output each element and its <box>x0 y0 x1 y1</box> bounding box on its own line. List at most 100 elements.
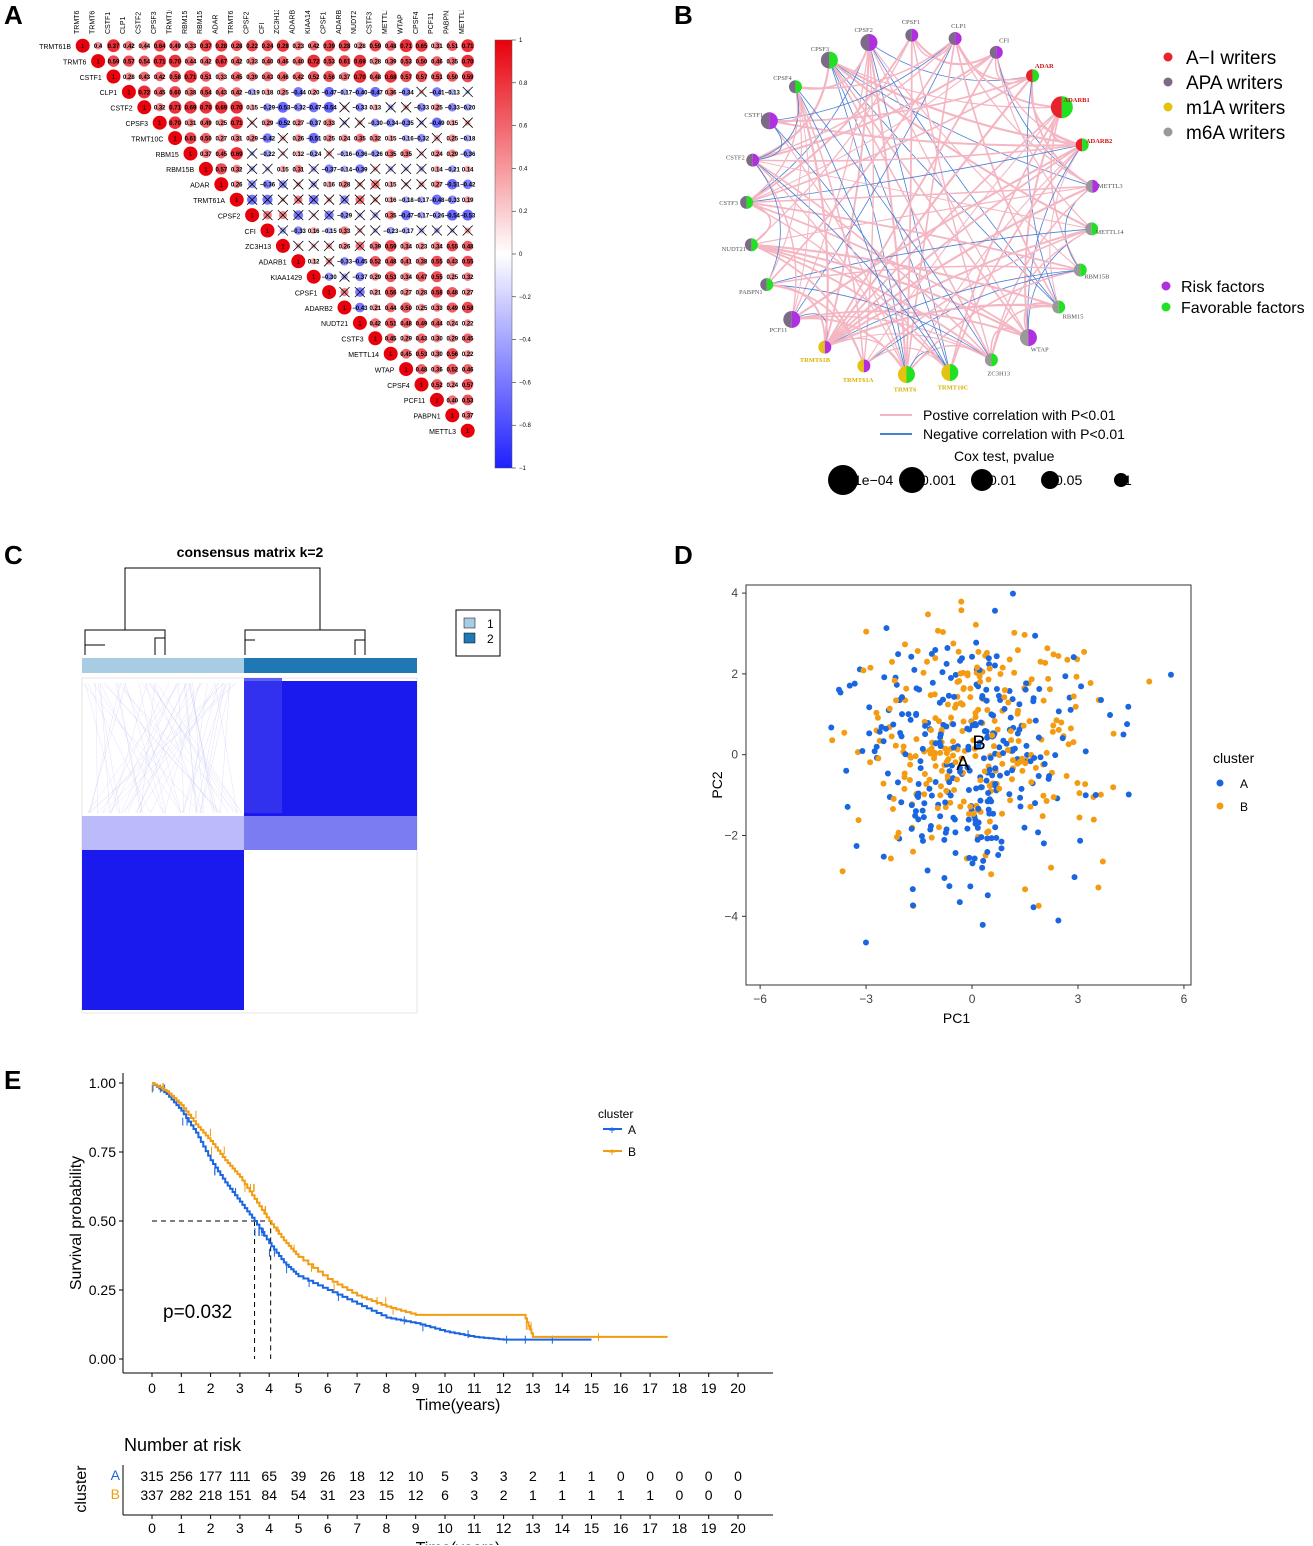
pca-point <box>956 677 963 684</box>
pca-point <box>985 806 992 813</box>
matrix-cell <box>462 364 473 375</box>
risk-value: 23 <box>349 1487 365 1503</box>
pca-point <box>941 875 948 882</box>
matrix-cell-value: 0.29 <box>262 121 274 127</box>
cox-size-dot <box>1041 471 1059 489</box>
pca-point <box>1055 653 1062 660</box>
positive-edge <box>751 243 865 367</box>
panel-letter-e: E <box>4 1065 22 1095</box>
matrix-cell-value: 0.53 <box>400 60 412 66</box>
legend-label: B <box>628 1145 636 1159</box>
heatmap-noise <box>120 682 177 814</box>
matrix-cell <box>371 149 380 158</box>
matrix-insignificant-mark <box>323 256 335 267</box>
heatmap-noise <box>220 682 230 814</box>
matrix-cell-value: −0.53 <box>460 214 476 220</box>
matrix-cell-value: 0.42 <box>292 75 304 81</box>
matrix-cell-value: −0.34 <box>383 121 399 127</box>
matrix-cell <box>448 380 457 389</box>
heatmap-noise <box>148 682 242 814</box>
matrix-insignificant-mark <box>462 86 473 98</box>
matrix-diagonal-value: 1 <box>81 43 85 50</box>
pca-point <box>932 647 939 654</box>
pca-point <box>988 871 995 878</box>
matrix-cell <box>386 56 396 66</box>
matrix-cell-value: −0.47 <box>399 214 415 220</box>
matrix-insignificant-mark <box>246 163 258 175</box>
matrix-cell-value: 0.50 <box>400 306 412 312</box>
pca-point <box>951 786 958 793</box>
y-tick-label: 4 <box>731 586 738 600</box>
pca-point <box>1062 673 1069 680</box>
pca-point <box>1082 792 1089 799</box>
pca-point <box>909 902 916 909</box>
matrix-cell <box>215 39 228 52</box>
pca-point <box>955 648 962 655</box>
heatmap-noise <box>95 682 98 814</box>
heatmap-noise <box>190 682 214 814</box>
legend-marker: + <box>608 1145 615 1159</box>
positive-edge <box>995 52 1093 230</box>
negative-edge <box>766 284 992 361</box>
matrix-diagonal-cell <box>275 238 290 253</box>
matrix-cell-value: −0.17 <box>414 214 430 220</box>
pca-point <box>993 685 1000 692</box>
matrix-cell-value: 0.55 <box>431 260 443 266</box>
matrix-cell <box>307 54 321 68</box>
survival-curve-A <box>152 1082 592 1341</box>
matrix-cell-value: −0.54 <box>445 214 461 220</box>
panel-letter-b: B <box>674 0 693 30</box>
x-tick-label: −3 <box>859 992 873 1006</box>
pca-point <box>952 829 959 836</box>
matrix-diagonal-cell <box>91 54 106 69</box>
matrix-cell <box>447 102 457 112</box>
pca-point <box>984 707 991 714</box>
matrix-cell-value: 0.37 <box>462 414 474 420</box>
positive-edge <box>791 310 1029 339</box>
colorbar-tick-label: −1 <box>519 466 527 472</box>
risk-x-tick-label: 19 <box>701 1520 717 1536</box>
p-value: p=0.032 <box>163 1302 232 1323</box>
pca-point <box>898 799 905 806</box>
matrix-cell <box>400 317 412 329</box>
pca-point <box>876 728 883 735</box>
pca-point <box>1016 701 1023 708</box>
matrix-cell <box>401 241 411 251</box>
matrix-insignificant-mark <box>293 240 304 252</box>
x-tick-label: 12 <box>496 1380 512 1396</box>
matrix-row-label: CPSF2 <box>218 213 241 220</box>
matrix-cell-value: 0.56 <box>385 291 397 297</box>
matrix-cell-value: 0.43 <box>138 75 150 81</box>
pca-point <box>907 761 914 768</box>
pca-point <box>944 645 951 652</box>
matrix-cell <box>123 55 135 67</box>
negative-edge <box>795 86 907 375</box>
pca-point <box>1009 696 1016 703</box>
matrix-cell <box>294 164 303 174</box>
positive-edge <box>752 51 997 162</box>
matrix-cell-value: 0.15 <box>277 167 289 173</box>
risk-value: 0 <box>646 1468 654 1484</box>
matrix-cell-value: −0.47 <box>368 90 384 96</box>
matrix-cell <box>418 196 425 204</box>
pca-point <box>1042 659 1049 666</box>
x-axis-label: Time(years) <box>416 1397 501 1414</box>
matrix-cell <box>402 196 410 204</box>
matrix-cell <box>371 272 380 281</box>
matrix-cell-value: 0.48 <box>416 368 428 374</box>
correlation-matrix: TRMT61B TRMT61B TRMT6 TRMT6 CSTF1 CSTF1 CLP1 CL… <box>39 10 532 472</box>
pca-point <box>1014 647 1021 654</box>
risk-x-tick-label: 11 <box>467 1520 482 1536</box>
pca-point <box>924 611 931 618</box>
pca-point <box>1125 703 1132 710</box>
pca-point <box>1107 711 1114 718</box>
colorbar-tick-label: −0.8 <box>519 423 532 429</box>
matrix-cell-value: −0.54 <box>322 106 338 112</box>
matrix-cell <box>387 196 395 204</box>
y-tick-label: 0.50 <box>89 1213 116 1229</box>
matrix-row-label: CFI <box>245 229 256 236</box>
matrix-cell <box>400 70 412 83</box>
positive-edge <box>824 144 1083 348</box>
panel-letter-c: C <box>4 540 23 570</box>
pca-point <box>880 780 887 787</box>
